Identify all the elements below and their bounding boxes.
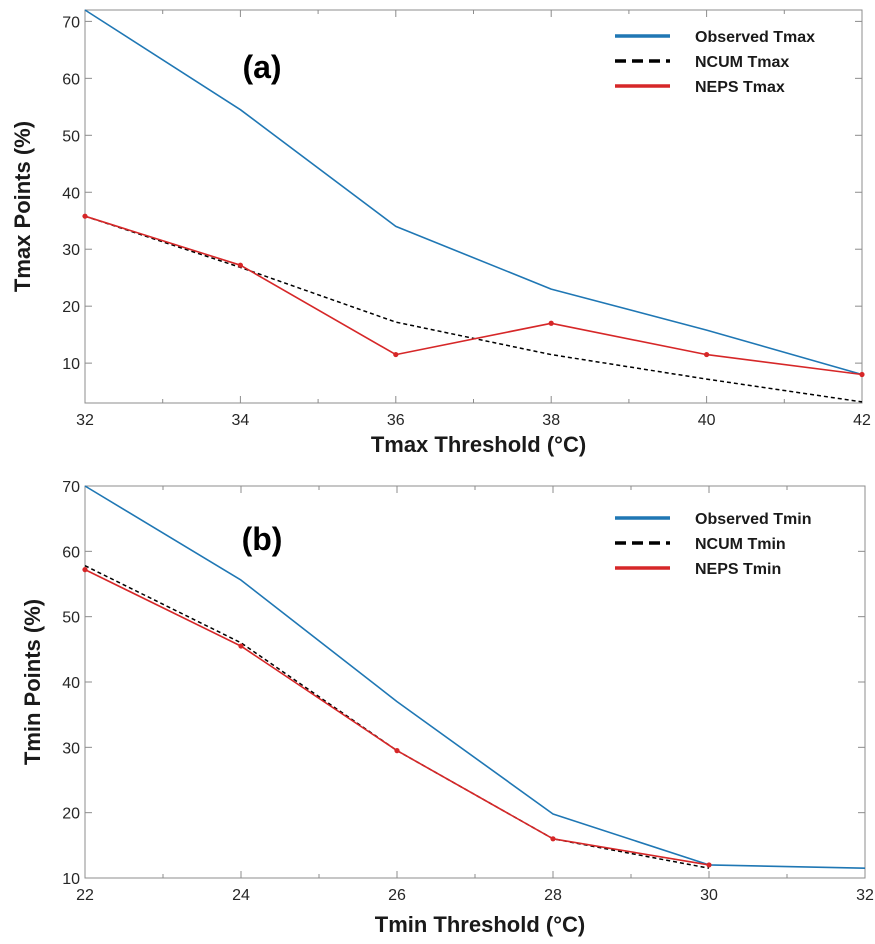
y-tick-label: 20 [62,806,80,823]
x-tick-label: 30 [700,887,718,904]
legend-label-2: NEPS Tmin [695,561,781,578]
y-tick-label: 60 [62,544,80,561]
data-point-2 [550,836,556,842]
legend-label-1: NCUM Tmin [695,536,786,553]
x-tick-label: 36 [387,412,405,429]
series-line-0 [84,485,866,869]
y-axis-label: Tmin Points (%) [20,599,45,765]
y-tick-label: 20 [62,299,80,316]
x-tick-label: 38 [542,412,560,429]
x-tick-label: 32 [856,887,874,904]
data-point-2 [237,262,243,268]
panel-label: (a) [242,49,281,85]
y-axis-label: Tmax Points (%) [10,121,35,292]
y-tick-label: 10 [62,871,80,888]
y-tick-label: 40 [62,185,80,202]
x-axis-label: Tmin Threshold (°C) [375,912,585,937]
data-point-2 [82,213,88,219]
y-tick-label: 50 [62,128,80,145]
data-point-2 [859,371,865,378]
x-tick-label: 34 [232,412,250,429]
y-tick-label: 60 [62,71,80,88]
series-line-1 [84,215,863,403]
y-tick-label: 30 [62,740,80,757]
x-axis-label: Tmax Threshold (°C) [371,432,586,457]
y-tick-label: 30 [62,242,80,259]
data-point-2 [393,351,399,358]
y-tick-label: 70 [62,14,80,31]
x-tick-label: 22 [76,887,94,904]
chart-panel-0: 32 34 36 38 40 42 10 20 30 40 50 60 70 Tmax Threshold… [10,9,871,457]
data-point-2 [704,351,710,358]
x-tick-label: 24 [232,887,250,904]
x-tick-label: 32 [76,412,94,429]
data-point-2 [394,748,400,754]
panel-label: (b) [242,521,283,557]
y-tick-label: 40 [62,675,80,692]
x-tick-label: 42 [853,412,871,429]
series-line-1 [84,565,710,869]
data-point-2 [706,862,712,868]
y-tick-label: 50 [62,610,80,627]
data-point-2 [548,320,554,326]
data-point-2 [82,567,88,573]
series-line-2 [84,568,710,866]
series-line-2 [84,215,863,376]
x-tick-label: 40 [698,412,716,429]
x-tick-label: 28 [544,887,562,904]
y-tick-label: 70 [62,479,80,496]
legend-label-0: Observed Tmin [695,511,811,528]
x-tick-label: 26 [388,887,406,904]
legend-label-1: NCUM Tmax [695,54,789,71]
legend-label-2: NEPS Tmax [695,79,785,96]
y-tick-label: 10 [62,356,80,373]
chart-panel-1: 22 24 26 28 30 32 10 20 30 40 50 60 70 Tmin Threshold… [20,479,874,937]
data-point-2 [238,643,244,649]
series-line-0 [84,9,863,376]
legend-label-0: Observed Tmax [695,29,815,46]
